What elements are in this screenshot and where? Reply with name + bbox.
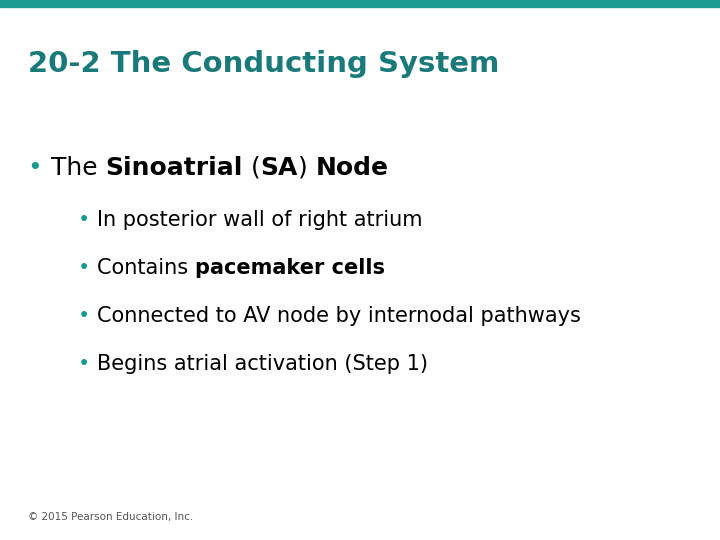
Text: •: • <box>28 156 50 180</box>
Text: Node: Node <box>315 156 389 180</box>
Text: Connected to AV node by internodal pathways: Connected to AV node by internodal pathw… <box>97 306 581 326</box>
Text: © 2015 Pearson Education, Inc.: © 2015 Pearson Education, Inc. <box>28 512 193 522</box>
Text: Begins atrial activation (Step 1): Begins atrial activation (Step 1) <box>97 354 428 374</box>
Text: Sinoatrial: Sinoatrial <box>105 156 243 180</box>
Text: pacemaker cells: pacemaker cells <box>194 258 384 278</box>
Text: 20-2 The Conducting System: 20-2 The Conducting System <box>28 50 499 78</box>
Text: •: • <box>78 210 97 230</box>
Text: (: ( <box>243 156 261 180</box>
Bar <box>0 0 720 7</box>
Text: In posterior wall of right atrium: In posterior wall of right atrium <box>97 210 423 230</box>
Text: ): ) <box>298 156 315 180</box>
Text: •: • <box>78 306 97 326</box>
Text: Contains: Contains <box>97 258 194 278</box>
Text: The: The <box>50 156 105 180</box>
Text: •: • <box>78 258 97 278</box>
Text: SA: SA <box>261 156 298 180</box>
Text: •: • <box>78 354 97 374</box>
